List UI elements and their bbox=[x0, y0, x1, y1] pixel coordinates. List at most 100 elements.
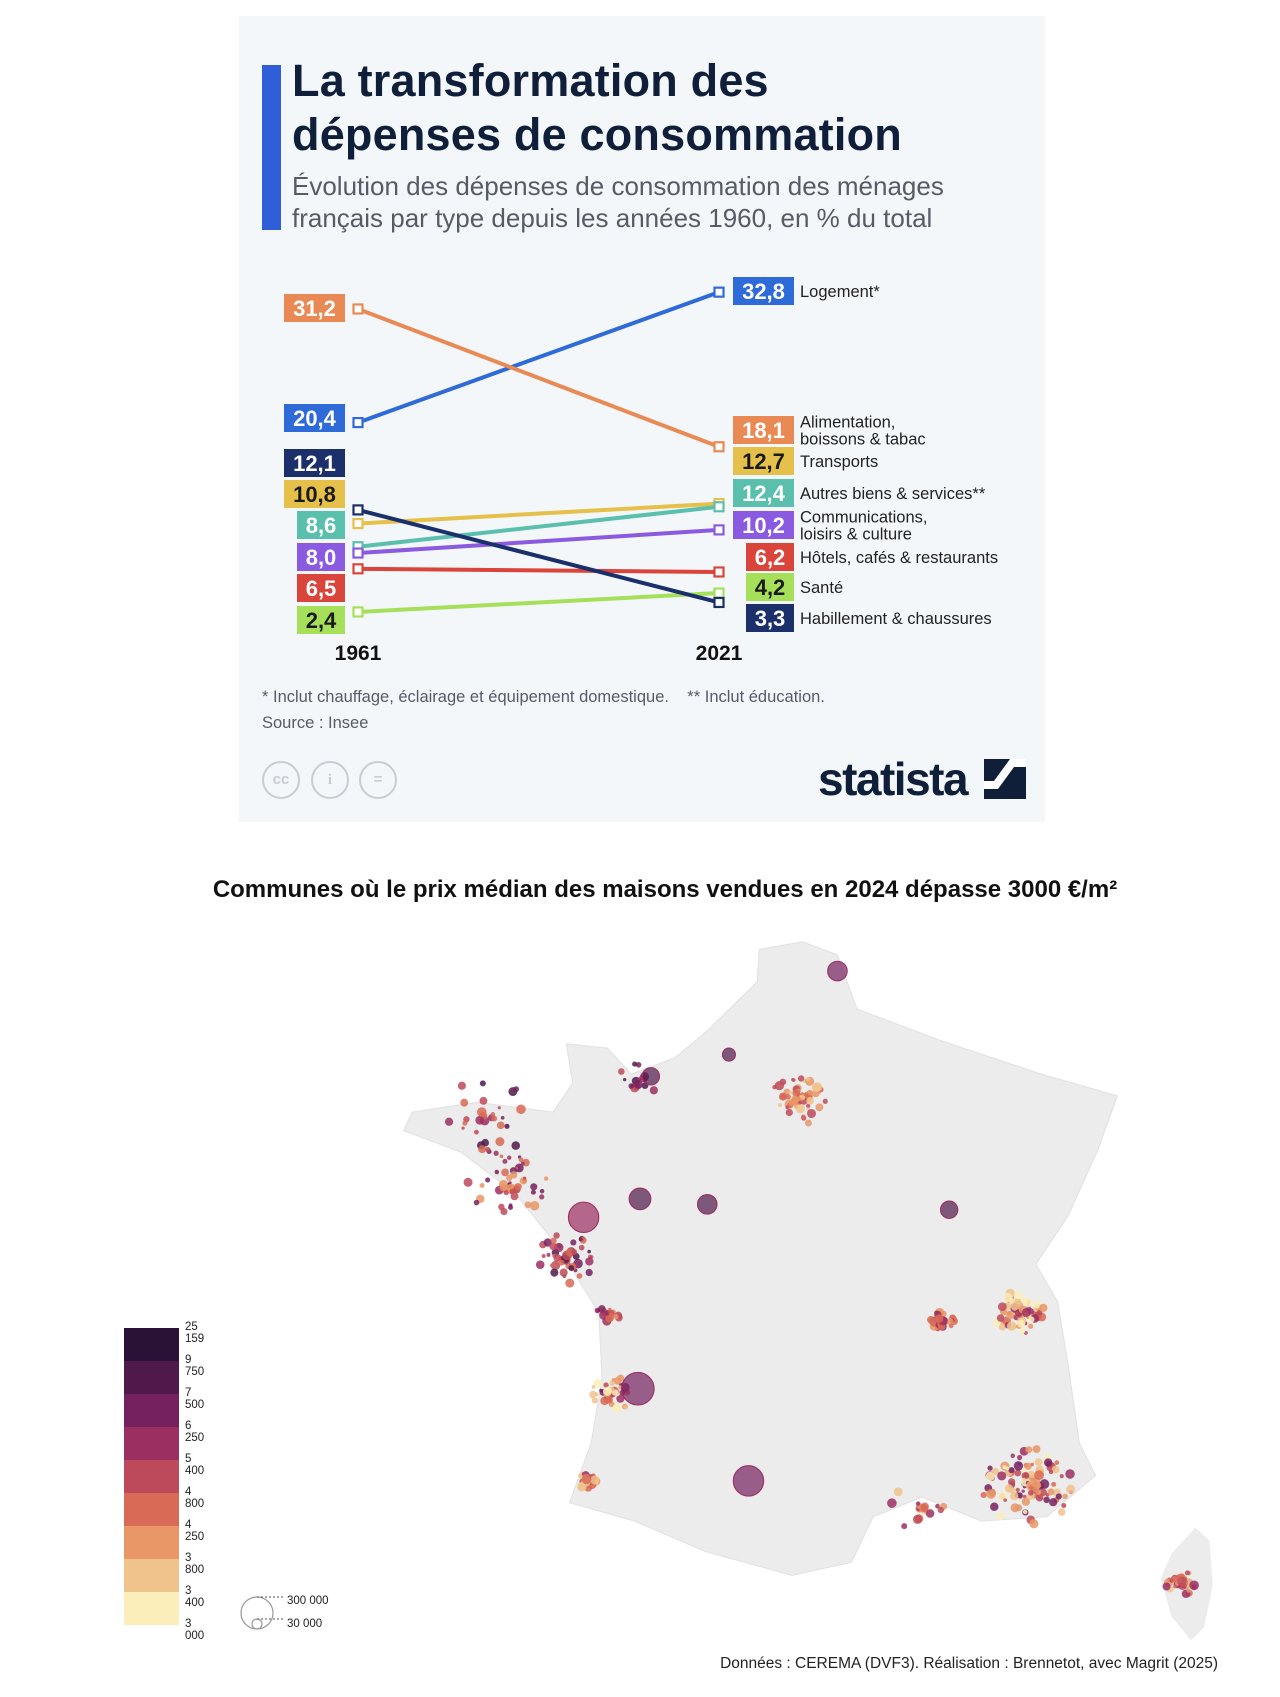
commune-dot bbox=[1033, 1301, 1041, 1309]
size-legend-large: 300 000 bbox=[287, 1595, 329, 1607]
commune-dot bbox=[497, 1106, 501, 1110]
commune-dot bbox=[925, 1509, 935, 1518]
commune-dot bbox=[996, 1511, 1005, 1520]
series-name-label: Habillement & chaussures bbox=[800, 610, 992, 628]
value-box-1961 bbox=[297, 511, 345, 539]
legend-break-label: 4 800 bbox=[185, 1486, 205, 1510]
series-name-label: Logement* bbox=[800, 283, 880, 301]
commune-dot bbox=[806, 1103, 811, 1109]
value-box-2021 bbox=[746, 573, 794, 601]
commune-dot bbox=[815, 1103, 824, 1112]
commune-dot bbox=[822, 1098, 828, 1104]
commune-dot bbox=[939, 1200, 959, 1219]
commune-dot bbox=[792, 1089, 801, 1098]
commune-dot bbox=[499, 1154, 504, 1159]
size-legend-small: 30 000 bbox=[287, 1618, 323, 1630]
commune-dot bbox=[628, 1187, 652, 1211]
data-point bbox=[352, 563, 364, 575]
data-point bbox=[713, 286, 725, 298]
commune-dot bbox=[559, 1268, 568, 1277]
commune-dot bbox=[485, 1146, 491, 1153]
commune-dot bbox=[501, 1168, 509, 1177]
value-label-1961: 10,8 bbox=[293, 482, 336, 507]
commune-dot bbox=[1022, 1494, 1027, 1499]
legend-swatch bbox=[124, 1526, 179, 1559]
commune-dot bbox=[616, 1394, 625, 1403]
commune-dot bbox=[539, 1188, 545, 1194]
commune-dot bbox=[549, 1242, 557, 1251]
commune-dot bbox=[805, 1076, 810, 1082]
commune-dot bbox=[980, 1491, 987, 1499]
infographic-subtitle: Évolution des dépenses de consommation d… bbox=[292, 170, 944, 234]
commune-dot bbox=[479, 1080, 486, 1087]
commune-dot bbox=[777, 1103, 783, 1108]
commune-dot bbox=[628, 1083, 634, 1089]
commune-dot bbox=[785, 1105, 790, 1110]
value-box-1961 bbox=[284, 480, 345, 508]
france-mainland bbox=[402, 941, 1118, 1576]
commune-dot bbox=[514, 1163, 524, 1173]
map-title: Communes où le prix médian des maisons v… bbox=[212, 876, 1118, 903]
data-point bbox=[352, 416, 364, 429]
commune-dot bbox=[1191, 1584, 1197, 1590]
legend-break-label: 5 400 bbox=[185, 1453, 205, 1477]
subtitle-line-1: Évolution des dépenses de consommation d… bbox=[292, 171, 944, 201]
commune-dot bbox=[785, 1108, 793, 1117]
commune-dot bbox=[1003, 1293, 1013, 1303]
cc-icon: cc bbox=[262, 761, 300, 799]
commune-dot bbox=[473, 1199, 480, 1206]
commune-dot bbox=[504, 1123, 510, 1129]
value-label-2021: 12,7 bbox=[742, 449, 785, 474]
commune-dot bbox=[463, 1177, 473, 1187]
commune-dot bbox=[641, 1067, 661, 1086]
data-point bbox=[352, 547, 364, 559]
commune-dot bbox=[530, 1183, 538, 1191]
commune-dot bbox=[998, 1323, 1007, 1331]
legend-break-label: 9 750 bbox=[185, 1354, 205, 1378]
commune-dot bbox=[1015, 1487, 1020, 1492]
commune-dot bbox=[1003, 1498, 1007, 1502]
value-box-2021 bbox=[733, 479, 794, 507]
series-name-label: Hôtels, cafés & restaurants bbox=[800, 549, 998, 567]
value-label-2021: 6,2 bbox=[755, 545, 786, 570]
commune-dot bbox=[568, 1265, 575, 1272]
commune-dot bbox=[494, 1169, 500, 1175]
commune-dot bbox=[633, 1079, 643, 1089]
commune-dot bbox=[546, 1252, 551, 1257]
commune-dot bbox=[550, 1237, 557, 1244]
commune-dot bbox=[516, 1104, 526, 1115]
commune-dot bbox=[732, 1465, 765, 1497]
footnote: * Inclut chauffage, éclairage et équipem… bbox=[262, 688, 825, 706]
title-line-1: La transformation des bbox=[292, 55, 769, 106]
value-label-1961: 12,1 bbox=[293, 451, 336, 476]
value-box-1961 bbox=[284, 294, 345, 322]
statista-logo: statista bbox=[818, 752, 1027, 806]
commune-dot bbox=[507, 1204, 514, 1211]
commune-dot bbox=[1054, 1460, 1060, 1465]
commune-dot bbox=[535, 1260, 545, 1269]
commune-dot bbox=[529, 1200, 540, 1211]
commune-dot bbox=[791, 1077, 795, 1082]
legend-swatch bbox=[124, 1493, 179, 1526]
commune-dot bbox=[997, 1302, 1007, 1312]
slope-chart: 20,4 32,8 Logement* 31,2 18,1 Alimentation,bo… bbox=[284, 277, 998, 665]
series-name-label: boissons & tabac bbox=[800, 431, 926, 449]
commune-dot bbox=[550, 1260, 561, 1271]
commune-dot bbox=[590, 1475, 600, 1485]
commune-dot bbox=[1022, 1298, 1033, 1308]
source: Source : Insee bbox=[262, 714, 369, 732]
commune-dot bbox=[1048, 1469, 1054, 1475]
commune-dot bbox=[495, 1137, 505, 1147]
series-line bbox=[357, 307, 720, 449]
commune-dot bbox=[520, 1161, 525, 1166]
commune-dot bbox=[649, 1086, 658, 1095]
value-label-1961: 6,5 bbox=[306, 576, 337, 601]
commune-dot bbox=[635, 1062, 642, 1068]
commune-dot bbox=[1013, 1461, 1024, 1471]
commune-dot bbox=[804, 1119, 812, 1127]
data-point bbox=[713, 596, 725, 609]
value-label-2021: 4,2 bbox=[755, 575, 786, 600]
x-axis-label: 2021 bbox=[696, 642, 743, 665]
value-label-2021: 12,4 bbox=[742, 481, 786, 506]
